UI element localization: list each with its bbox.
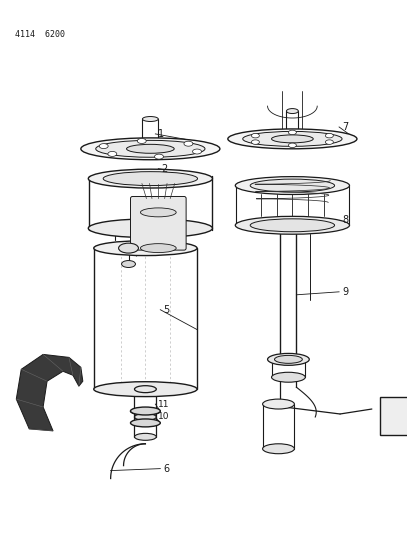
Text: 4114  6200: 4114 6200	[15, 30, 65, 38]
Ellipse shape	[243, 132, 342, 147]
Ellipse shape	[88, 169, 213, 188]
Ellipse shape	[131, 419, 160, 427]
Ellipse shape	[122, 261, 135, 268]
Ellipse shape	[99, 143, 108, 149]
Ellipse shape	[250, 179, 335, 192]
Ellipse shape	[288, 130, 296, 135]
Ellipse shape	[326, 133, 333, 138]
Ellipse shape	[135, 386, 156, 393]
Ellipse shape	[235, 216, 350, 234]
Ellipse shape	[137, 139, 146, 143]
Ellipse shape	[140, 244, 176, 253]
Text: 1: 1	[158, 129, 164, 139]
Ellipse shape	[235, 176, 350, 195]
Ellipse shape	[155, 154, 164, 159]
Ellipse shape	[275, 356, 302, 364]
Text: 7: 7	[342, 122, 348, 132]
Ellipse shape	[142, 117, 158, 122]
Ellipse shape	[103, 172, 197, 185]
Ellipse shape	[81, 138, 220, 160]
Text: 9: 9	[342, 287, 348, 297]
Ellipse shape	[263, 399, 295, 409]
Bar	[380, 397, 408, 435]
Ellipse shape	[140, 208, 176, 217]
Text: 4: 4	[161, 231, 167, 241]
Ellipse shape	[131, 407, 160, 415]
Text: 3: 3	[161, 215, 167, 225]
Ellipse shape	[268, 353, 309, 365]
Ellipse shape	[263, 444, 295, 454]
Text: 10: 10	[158, 413, 170, 422]
Ellipse shape	[119, 243, 138, 253]
Ellipse shape	[94, 241, 197, 256]
Ellipse shape	[228, 129, 357, 149]
Ellipse shape	[88, 219, 213, 238]
Text: 6: 6	[163, 464, 169, 474]
Ellipse shape	[135, 414, 156, 421]
Ellipse shape	[272, 135, 313, 143]
FancyBboxPatch shape	[131, 197, 186, 250]
Ellipse shape	[126, 144, 174, 154]
Ellipse shape	[184, 141, 193, 146]
Ellipse shape	[193, 149, 202, 154]
Ellipse shape	[94, 382, 197, 397]
Ellipse shape	[108, 151, 117, 156]
Ellipse shape	[326, 140, 333, 144]
Ellipse shape	[288, 143, 296, 148]
Ellipse shape	[286, 109, 298, 114]
Ellipse shape	[250, 219, 335, 232]
Polygon shape	[16, 354, 83, 431]
Ellipse shape	[96, 140, 205, 157]
Ellipse shape	[251, 140, 259, 144]
Text: 2: 2	[161, 164, 168, 174]
Text: 11: 11	[158, 400, 170, 409]
Ellipse shape	[251, 133, 259, 138]
Ellipse shape	[135, 433, 156, 440]
Text: 8: 8	[342, 215, 348, 225]
Ellipse shape	[272, 372, 305, 382]
Text: 5: 5	[163, 305, 170, 314]
